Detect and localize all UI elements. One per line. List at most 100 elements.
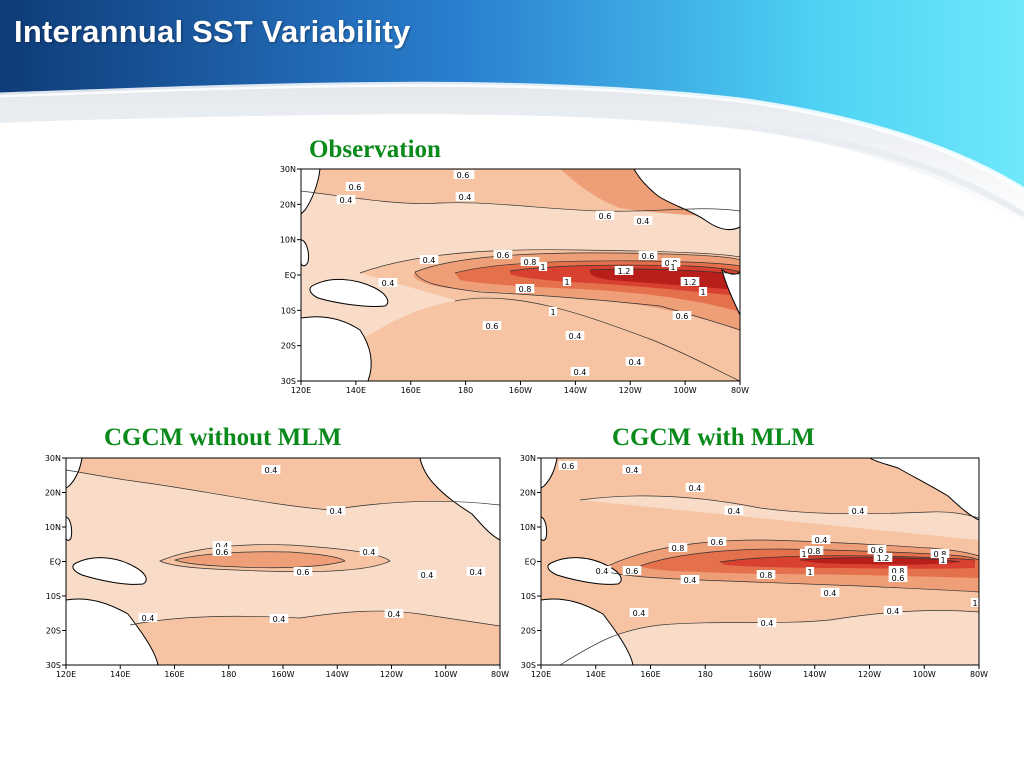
contour-label-box	[345, 182, 365, 191]
contour-label-box	[883, 606, 903, 615]
contour-label-box	[799, 549, 809, 558]
contour-label: 1	[564, 278, 569, 287]
contour-label-box	[811, 535, 831, 544]
contour-label-box	[685, 483, 705, 492]
contour-label-box	[515, 284, 535, 293]
contour-label: 1.2	[877, 554, 890, 563]
contour-label: 0.4	[265, 466, 278, 475]
lat-tick-label: 10N	[45, 523, 61, 532]
contour-label-box	[562, 277, 572, 286]
sst-map-cgcm-with-mlm: 0.6 0.40.40.4 0.40.60.80.41 0.8 0.6 0.81.2 10.…	[520, 454, 988, 679]
contour-label-box	[888, 566, 908, 575]
contour-label: 1.2	[618, 267, 631, 276]
contour-label-box	[724, 506, 744, 515]
contour-label-box	[848, 506, 868, 515]
contour-label: 0.6	[497, 251, 510, 260]
lon-tick-label: 140E	[346, 386, 366, 395]
lon-tick-label: 120E	[531, 670, 551, 679]
contour-label-box	[455, 192, 475, 201]
contour-label: 0.4	[142, 614, 155, 623]
contour-label: 0.4	[596, 567, 609, 576]
contour-label-box	[419, 255, 439, 264]
contour-label-box	[867, 545, 887, 554]
sst-map-observation: 0.60.60.40.40.60.40.40.60.810.60.811.210…	[280, 165, 749, 395]
contour-label-box	[614, 266, 634, 275]
contour-label: 0.4	[330, 507, 343, 516]
contour-label: 0.8	[524, 258, 537, 267]
contour-label: 0.4	[626, 466, 639, 475]
contour-label: 0.4	[388, 610, 401, 619]
lon-tick-label: 140W	[564, 386, 587, 395]
contour-label: 0.8	[892, 567, 905, 576]
lon-tick-label: 160E	[164, 670, 184, 679]
lat-tick-label: EQ	[285, 271, 296, 280]
contour-label-box	[548, 307, 558, 316]
lon-tick-label: 160E	[640, 670, 660, 679]
lon-tick-label: 180	[698, 670, 713, 679]
lat-tick-label: 20S	[46, 627, 61, 636]
contour-label: 0.4	[852, 507, 865, 516]
slide-title: Interannual SST Variability	[14, 14, 411, 49]
contour-label-box	[453, 170, 473, 179]
lon-tick-label: 180	[221, 670, 236, 679]
contour-label-box	[359, 547, 379, 556]
contour-label-box	[698, 287, 708, 296]
contour-label: 0.4	[216, 542, 229, 551]
lat-tick-label: 20N	[280, 200, 296, 209]
contour-label-box	[570, 367, 590, 376]
lat-tick-label: 30N	[45, 454, 61, 463]
lon-tick-label: 100W	[913, 670, 936, 679]
contour-label-box	[538, 262, 548, 271]
lat-tick-label: 20N	[45, 489, 61, 498]
contour-label: 0.8	[672, 544, 685, 553]
lon-tick-label: 160W	[748, 670, 771, 679]
contour-label: 0.4	[728, 507, 741, 516]
contour-label: 0.4	[633, 609, 646, 618]
contour-label-box	[873, 553, 893, 562]
contour-label-box	[668, 262, 678, 271]
lon-tick-label: 140W	[803, 670, 826, 679]
lat-tick-label: 30S	[521, 661, 536, 670]
contour-label: 0.4	[689, 484, 702, 493]
contour-label-box	[930, 549, 950, 558]
lon-tick-label: 140E	[586, 670, 606, 679]
panel-title-cgcm-with-mlm: CGCM with MLM	[612, 424, 815, 451]
contour-label-box	[622, 465, 642, 474]
panel-title-observation: Observation	[309, 136, 441, 163]
lat-tick-label: EQ	[525, 558, 536, 567]
contour-label: 1	[940, 556, 945, 565]
contour-label: 0.8	[808, 547, 821, 556]
contour-label-box	[820, 588, 840, 597]
contour-label-box	[482, 321, 502, 330]
contour-label: 1	[550, 308, 555, 317]
contour-label-box	[592, 566, 612, 575]
lat-tick-label: 10S	[521, 592, 536, 601]
lon-tick-label: 100W	[674, 386, 697, 395]
contour-label-box	[293, 567, 313, 576]
contour-label: 0.4	[382, 279, 395, 288]
contour-label: 0.4	[423, 256, 436, 265]
contour-label-box	[466, 567, 486, 576]
contour-label: 1	[540, 263, 545, 272]
contour-label: 0.4	[340, 196, 353, 205]
contour-label: 1	[972, 599, 977, 608]
contour-label: 0.4	[637, 217, 650, 226]
contour-label-box	[680, 575, 700, 584]
lon-tick-label: 180	[458, 386, 473, 395]
contour-label-box	[417, 570, 437, 579]
contour-label: 0.8	[760, 571, 773, 580]
contour-label: 0.6	[216, 548, 229, 557]
contour-label: 0.6	[457, 171, 470, 180]
lat-tick-label: 10S	[46, 592, 61, 601]
lat-tick-label: 30N	[520, 454, 536, 463]
lat-tick-label: 20S	[521, 627, 536, 636]
contour-label: 0.4	[815, 536, 828, 545]
contour-label: 0.4	[569, 332, 582, 341]
contour-label: 0.4	[459, 193, 472, 202]
contour-label-box	[756, 570, 776, 579]
lon-tick-label: 120W	[858, 670, 881, 679]
contour-label: 0.6	[349, 183, 362, 192]
contour-label-box	[970, 598, 980, 607]
lat-tick-label: 20N	[520, 489, 536, 498]
contour-label-box	[625, 357, 645, 366]
